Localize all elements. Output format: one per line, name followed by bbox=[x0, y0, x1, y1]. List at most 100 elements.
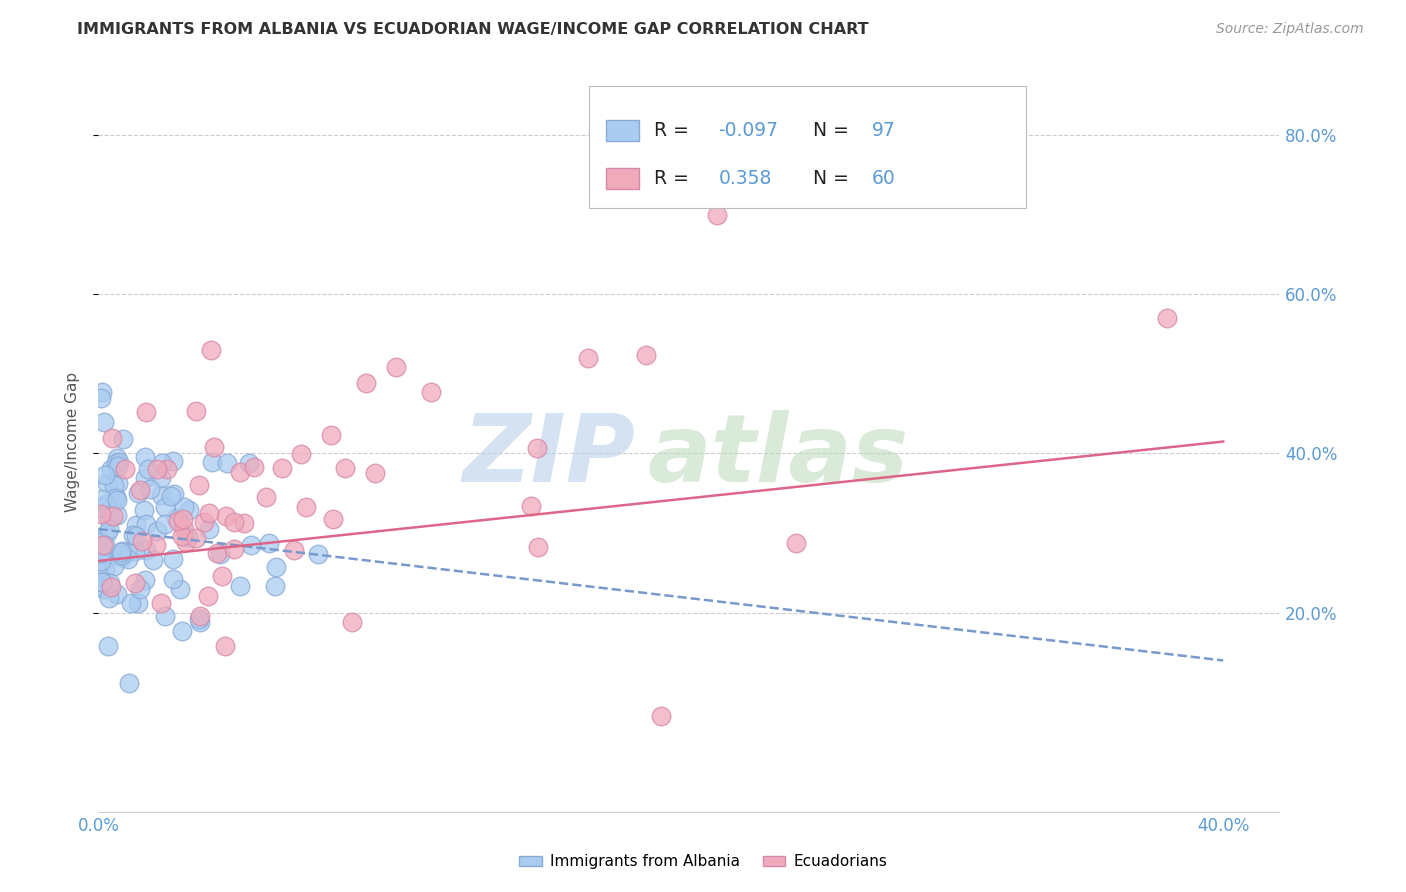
Point bbox=[156, 462, 179, 476]
Point bbox=[93, 538, 115, 552]
Point bbox=[134, 450, 156, 465]
Point bbox=[132, 503, 155, 517]
Point bbox=[229, 465, 252, 479]
Point bbox=[340, 615, 363, 629]
Point bbox=[105, 450, 128, 465]
Point bbox=[188, 612, 211, 626]
Point bbox=[208, 547, 231, 561]
Point bbox=[307, 547, 329, 561]
Point bbox=[177, 531, 200, 545]
Text: N =: N = bbox=[813, 121, 855, 140]
Point bbox=[364, 467, 387, 481]
Point bbox=[149, 488, 172, 502]
Point bbox=[214, 640, 236, 654]
Point bbox=[127, 596, 149, 610]
Point bbox=[96, 476, 118, 491]
Point bbox=[173, 522, 195, 536]
Point bbox=[97, 591, 120, 605]
Point bbox=[124, 544, 146, 558]
Point bbox=[197, 506, 219, 520]
Point bbox=[222, 542, 245, 557]
Text: 60: 60 bbox=[872, 169, 896, 188]
Point bbox=[526, 441, 548, 455]
Point bbox=[98, 523, 121, 537]
Point bbox=[90, 556, 112, 570]
Point bbox=[243, 459, 266, 474]
Point bbox=[229, 578, 252, 592]
Point bbox=[238, 456, 260, 470]
Point bbox=[134, 470, 156, 484]
FancyBboxPatch shape bbox=[589, 87, 1025, 209]
Point bbox=[526, 540, 548, 554]
Point bbox=[104, 490, 127, 504]
Point bbox=[173, 500, 195, 514]
Point bbox=[107, 459, 129, 474]
Text: N =: N = bbox=[813, 169, 855, 188]
Point bbox=[129, 582, 152, 596]
Point bbox=[94, 467, 117, 482]
Point bbox=[149, 596, 172, 610]
Point bbox=[162, 552, 184, 566]
Point bbox=[97, 509, 120, 524]
Point bbox=[110, 545, 132, 559]
Point bbox=[127, 485, 149, 500]
Point bbox=[319, 427, 342, 442]
Point bbox=[134, 573, 156, 587]
Point bbox=[335, 461, 357, 475]
Point bbox=[90, 500, 112, 514]
Point bbox=[90, 554, 112, 568]
Point bbox=[94, 563, 117, 577]
Point bbox=[114, 462, 136, 476]
FancyBboxPatch shape bbox=[606, 169, 640, 189]
Point bbox=[111, 549, 134, 564]
Point bbox=[101, 509, 124, 524]
Point bbox=[100, 462, 122, 476]
Point bbox=[112, 433, 135, 447]
Point bbox=[239, 538, 262, 552]
Point bbox=[97, 512, 120, 526]
Point bbox=[101, 431, 124, 445]
Point bbox=[105, 492, 128, 507]
Point bbox=[174, 535, 197, 549]
Point bbox=[107, 455, 129, 469]
Point bbox=[118, 675, 141, 690]
Point bbox=[96, 525, 118, 540]
Point bbox=[520, 500, 543, 514]
Point bbox=[290, 447, 312, 461]
Point bbox=[264, 559, 287, 574]
Point bbox=[198, 523, 221, 537]
Text: 97: 97 bbox=[872, 121, 896, 140]
Point bbox=[167, 514, 190, 528]
Point bbox=[162, 454, 184, 468]
Point bbox=[90, 535, 112, 549]
Point bbox=[785, 536, 807, 550]
Point bbox=[1156, 311, 1178, 326]
Point bbox=[90, 546, 112, 560]
Point bbox=[170, 529, 193, 543]
Point bbox=[177, 503, 200, 517]
Point bbox=[650, 709, 672, 723]
Point bbox=[125, 518, 148, 533]
Point bbox=[202, 440, 225, 454]
Point bbox=[184, 531, 207, 545]
Point bbox=[131, 534, 153, 549]
Point bbox=[90, 391, 112, 405]
Point bbox=[91, 538, 114, 552]
Point bbox=[264, 579, 287, 593]
Point bbox=[162, 572, 184, 586]
Text: -0.097: -0.097 bbox=[718, 121, 779, 140]
Point bbox=[636, 348, 658, 362]
Point bbox=[153, 517, 176, 532]
Point bbox=[104, 456, 127, 470]
Point bbox=[188, 615, 211, 629]
Point bbox=[120, 596, 142, 610]
Point bbox=[135, 543, 157, 558]
Point bbox=[172, 512, 194, 526]
Point bbox=[98, 576, 121, 591]
Point bbox=[103, 478, 125, 492]
Text: R =: R = bbox=[654, 169, 700, 188]
Point bbox=[100, 580, 122, 594]
Point bbox=[135, 404, 157, 418]
Point bbox=[170, 624, 193, 638]
Point bbox=[211, 569, 233, 583]
